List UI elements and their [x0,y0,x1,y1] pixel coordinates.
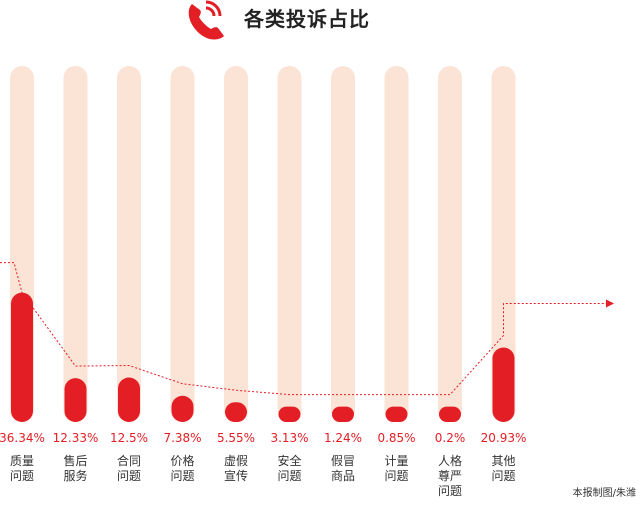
category-label: 虚假 [224,454,248,468]
value-label: 20.93% [481,431,527,445]
category-label: 质量 [10,454,34,468]
bar [492,347,515,422]
category-label: 问题 [277,469,301,483]
bar [225,402,247,422]
category-label: 计量 [384,454,408,468]
category-label: 价格 [170,453,194,468]
category-label: 假冒 [331,454,355,468]
bar-track [277,66,302,422]
value-label: 12.33% [53,431,99,445]
bar [439,406,461,422]
bar-track [384,66,409,422]
category-label: 宣传 [224,468,248,483]
bar [11,292,33,422]
bar-track [117,66,141,422]
page-title: 各类投诉占比 [244,7,370,31]
bar [171,395,194,422]
category-label: 问题 [491,469,515,483]
bar-track [63,66,88,422]
bar-track [170,66,195,422]
value-label: 12.5% [110,431,148,445]
value-label: 7.38% [163,431,201,445]
category-label: 问题 [384,469,408,483]
category-label: 合同 [117,453,141,468]
category-label: 人格 [438,453,462,468]
category-label: 问题 [438,484,462,498]
value-label: 5.55% [217,431,255,445]
bar [278,406,301,422]
category-label: 问题 [170,469,194,483]
bar [118,377,140,422]
trend-line [0,262,614,396]
bar-track [331,66,355,422]
category-label: 其他 [491,454,515,468]
bar-track [491,66,516,422]
value-label: 36.34% [0,431,45,445]
value-label: 0.85% [377,431,415,445]
category-label: 商品 [331,468,355,483]
bar [64,378,87,422]
value-label: 1.24% [324,431,362,445]
category-label: 尊严 [438,468,462,483]
value-label: 0.2% [435,431,466,445]
category-label: 服务 [63,468,87,483]
bar-track [438,66,462,422]
category-label: 安全 [277,453,301,468]
bar [385,406,408,422]
category-label: 问题 [10,469,34,483]
category-label: 售后 [63,453,87,468]
category-label: 问题 [117,469,141,483]
value-label: 3.13% [270,431,308,445]
bar-track [224,66,248,422]
bar [332,406,354,422]
credit-text: 本报制图/朱潍 [572,488,636,499]
phone-icon [184,0,232,40]
